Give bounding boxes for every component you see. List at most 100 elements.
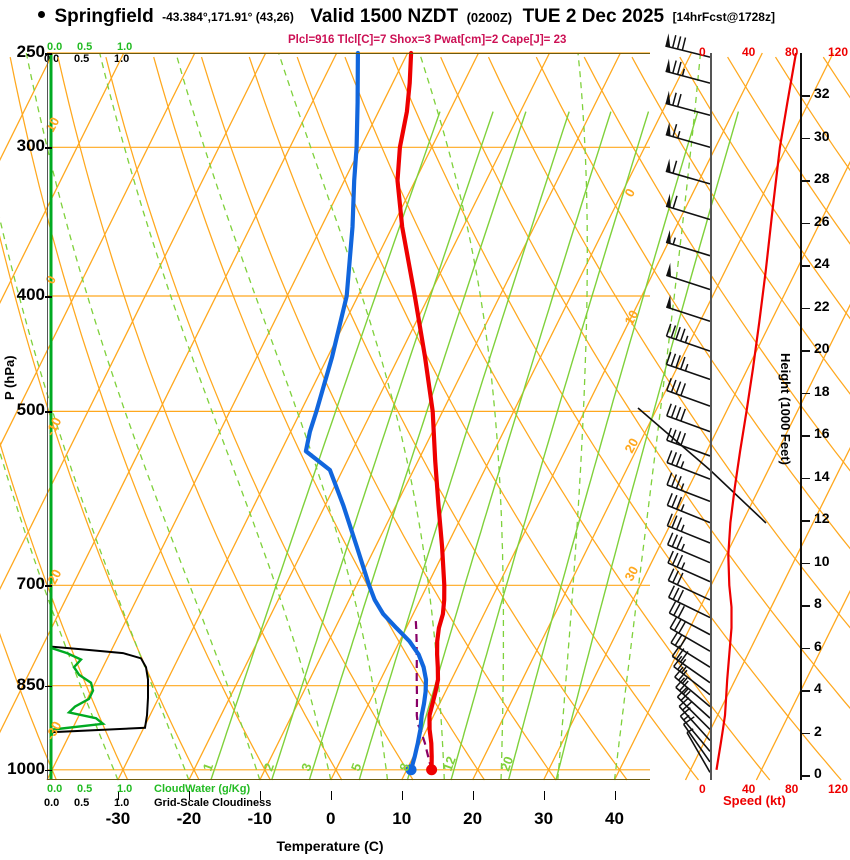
pressure-tick-300: 300 <box>16 136 45 156</box>
height-tick-18: 18 <box>814 382 830 399</box>
temperature-tick--30: -30 <box>105 809 131 828</box>
station-dot-icon <box>38 10 45 18</box>
speed-tick-40-top: 40 <box>742 45 756 59</box>
wind-profile-panel <box>637 33 770 780</box>
wind-barb <box>666 294 711 322</box>
cloudwater-profile <box>49 53 107 780</box>
temperature-tick--10: -10 <box>247 809 273 828</box>
cloudiness-legend-label: Grid-Scale Cloudiness <box>154 797 272 809</box>
wind-barb <box>666 403 711 433</box>
svg-text:20: 20 <box>497 754 516 773</box>
wind-barb <box>666 377 711 407</box>
height-tick-26: 26 <box>814 212 830 229</box>
temperature-tick-20: 20 <box>463 809 483 828</box>
pressure-tick-250: 250 <box>16 42 45 61</box>
wind-barb <box>668 601 711 636</box>
height-tick-22: 22 <box>814 297 830 314</box>
height-tickmark <box>802 95 810 97</box>
svg-text:10: 10 <box>621 308 641 328</box>
pressure-tickmark <box>45 147 52 149</box>
cw-tick-0: 0.0 <box>47 41 63 53</box>
cl-tick-1: 0.5 <box>74 53 90 65</box>
height-tickmark <box>802 435 810 437</box>
height-tickmark <box>802 180 810 182</box>
pressure-axis: 250 300 400 500 700 850 1000 <box>0 42 52 780</box>
temperature-axis: -30 -20 -10 0 10 20 30 40 <box>0 791 850 831</box>
wind-axis-line <box>710 53 712 780</box>
pressure-tickmark <box>45 769 52 772</box>
height-tick-4: 4 <box>814 680 822 696</box>
temperature-tickmark <box>401 791 404 800</box>
wind-barb <box>665 122 711 149</box>
pressure-tick-700: 700 <box>16 574 45 594</box>
height-tickmark <box>802 605 810 607</box>
height-tick-20: 20 <box>814 340 830 356</box>
svg-text:1: 1 <box>200 761 217 773</box>
cw-b-tick-2: 1.0 <box>117 783 133 795</box>
pressure-tickmark <box>45 685 52 688</box>
sounding-indices: Plcl=916 Tlcl[C]=7 Shox=3 Pwat[cm]=2 Cap… <box>288 34 567 46</box>
wind-barb <box>666 493 711 524</box>
wind-barb <box>666 513 711 544</box>
speed-tick-120-top: 120 <box>828 45 849 59</box>
wind-barb <box>669 616 711 652</box>
wind-barb <box>673 655 711 696</box>
cl-tick-2: 1.0 <box>114 53 130 65</box>
height-tick-16: 16 <box>814 425 830 441</box>
wind-barb <box>665 193 711 221</box>
height-axis-title: Height (1000 Feet) <box>778 353 793 465</box>
height-tick-32: 32 <box>814 85 830 101</box>
saturated-adiabat-lines <box>0 52 702 781</box>
speed-tick-80-bottom: 80 <box>785 782 799 796</box>
svg-text:20: 20 <box>621 436 641 456</box>
height-tick-0: 0 <box>814 765 822 781</box>
height-tick-30: 30 <box>814 127 830 144</box>
parcel-path-curve <box>414 617 433 771</box>
speed-tick-0-top: 0 <box>699 45 706 59</box>
station-coordinates: -43.384°,171.91° (43,26) <box>162 10 294 24</box>
figure-header: Springfield -43.384°,171.91° (43,26) Val… <box>0 6 850 32</box>
temperature-axis-title: Temperature (C) <box>276 838 384 854</box>
height-tick-12: 12 <box>814 510 830 526</box>
speed-tick-0-bottom: 0 <box>699 782 706 796</box>
height-tickmark <box>802 562 810 564</box>
height-tickmark <box>802 392 810 394</box>
height-tick-6: 6 <box>814 637 822 654</box>
cl-b-tick-2: 1.0 <box>114 797 130 809</box>
wind-barb <box>666 450 711 480</box>
height-tickmark <box>802 732 810 734</box>
station-name: Springfield <box>54 6 154 27</box>
height-axis-line <box>800 53 802 780</box>
cl-b-tick-0: 0.0 <box>44 797 60 809</box>
pressure-tick-400: 400 <box>16 285 45 304</box>
wind-speed-curve <box>715 52 798 770</box>
wind-barb <box>665 229 711 257</box>
pressure-tickmark <box>45 53 52 55</box>
temperature-tick-30: 30 <box>534 809 554 828</box>
svg-text:12: 12 <box>440 754 459 773</box>
svg-text:30: 30 <box>621 564 641 584</box>
pressure-axis-title: P (hPa) <box>2 355 17 400</box>
plot-frame <box>47 53 650 780</box>
cw-tick-2: 1.0 <box>117 41 133 53</box>
height-tickmark <box>802 647 810 649</box>
height-tickmark <box>802 265 810 267</box>
cloudwater-scale-top: 0.0 0.5 1.0 <box>47 41 132 53</box>
wind-barb <box>665 58 711 84</box>
cloudiness-scale-bottom: 0.0 0.5 1.0 Grid-Scale Cloudiness <box>44 797 271 809</box>
wind-barb <box>666 472 711 503</box>
wind-barb <box>665 90 711 117</box>
temperature-tickmark <box>330 791 333 800</box>
wind-barb <box>666 262 711 291</box>
skewt-plot-area: 10 0 -10 -20 -30 0 10 20 30 1 2 3 5 8 12 20 <box>0 50 850 781</box>
mixing-ratio-labels: 1 2 3 5 8 12 20 <box>200 754 517 773</box>
wind-barb <box>665 323 711 352</box>
wind-barb <box>667 568 711 601</box>
height-tickmark <box>802 307 810 309</box>
height-tick-14: 14 <box>814 467 830 484</box>
pressure-tick-1000: 1000 <box>7 758 45 778</box>
height-tickmark <box>802 775 810 777</box>
cloudwater-scale-bottom: 0.0 0.5 1.0 CloudWater (g/Kg) <box>47 783 250 795</box>
valid-date: TUE 2 Dec 2025 <box>522 6 665 27</box>
